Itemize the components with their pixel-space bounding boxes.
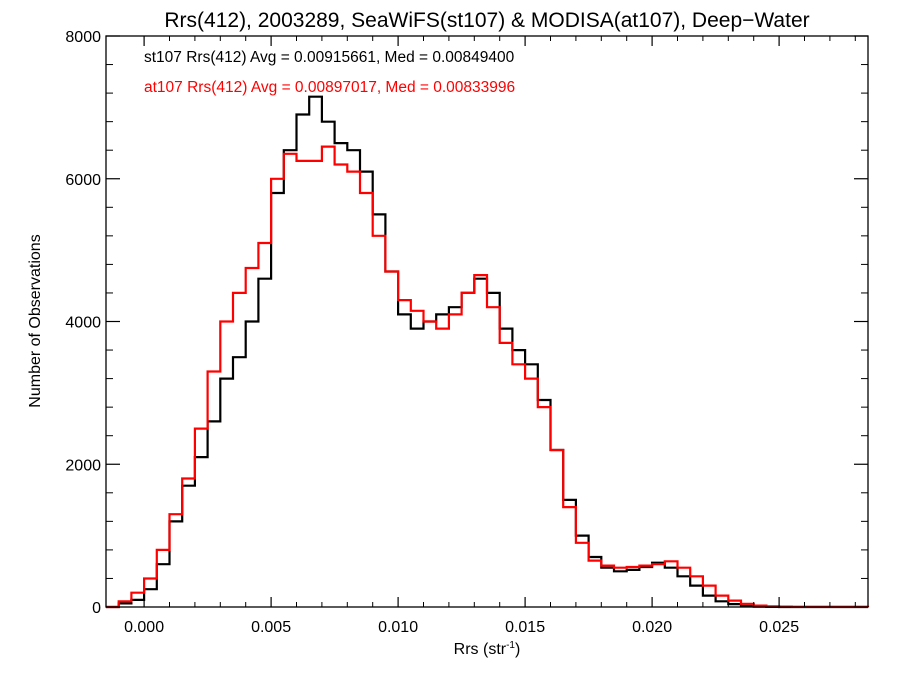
x-tick-label: 0.005 — [251, 619, 291, 636]
x-axis-label: Rrs (str-1) — [454, 640, 521, 658]
y-tick-label: 2000 — [65, 457, 101, 474]
y-tick-label: 0 — [92, 600, 101, 617]
x-axis-label-superscript: -1 — [506, 640, 515, 651]
y-axis-label: Number of Observations — [27, 234, 44, 407]
y-tick-label: 4000 — [65, 315, 101, 332]
y-tick-label: 8000 — [65, 29, 101, 46]
x-axis-label-main: Rrs (str — [454, 641, 507, 658]
x-tick-label: 0.000 — [124, 619, 164, 636]
chart-title: Rrs(412), 2003289, SeaWiFS(st107) & MODI… — [164, 9, 809, 32]
plot-layer — [106, 95, 870, 609]
series-line-1 — [106, 145, 870, 609]
y-axis-ticks: 0 2000 4000 6000 8000 — [65, 29, 868, 617]
x-tick-label: 0.025 — [759, 619, 799, 636]
annotation-at107-stats: at107 Rrs(412) Avg = 0.00897017, Med = 0… — [144, 79, 515, 96]
x-tick-label: 0.010 — [378, 619, 418, 636]
annotation-group: st107 Rrs(412) Avg = 0.00915661, Med = 0… — [144, 49, 515, 96]
x-tick-label: 0.020 — [632, 619, 672, 636]
x-axis-label-close: ) — [515, 641, 520, 658]
annotation-st107-stats: st107 Rrs(412) Avg = 0.00915661, Med = 0… — [144, 49, 515, 66]
x-axis-ticks: 0.000 0.005 0.010 0.015 0.020 0.025 — [124, 36, 856, 636]
y-tick-label: 6000 — [65, 172, 101, 189]
series-line-0 — [106, 95, 868, 609]
x-tick-label: 0.015 — [505, 619, 545, 636]
